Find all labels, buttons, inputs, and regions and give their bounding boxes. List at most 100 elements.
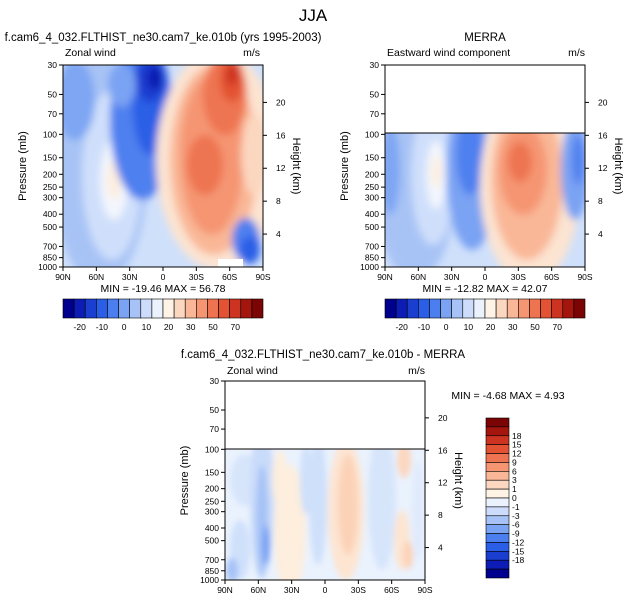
colorbar-difference-swatch: [485, 524, 510, 534]
panel-difference-ptick-label: 200: [205, 484, 219, 494]
panel-merra-y2label: Height (km): [612, 138, 624, 195]
panel-merra-title: MERRA: [464, 32, 506, 44]
panel-model-field: [63, 65, 263, 267]
colorbar-model-swatch: [73, 298, 86, 319]
panel-difference-left-label: Zonal wind: [227, 365, 278, 377]
colorbar-merra-swatch: [484, 298, 497, 319]
panel-model-lat-tick-label: 90S: [255, 272, 270, 282]
axes-layer: 3050701001502002503004005007008501000201…: [17, 60, 624, 595]
colorbar-merra-swatch: [429, 298, 441, 319]
panel-merra-ptick-label: 850: [365, 253, 379, 263]
panel-model-ptick-label: 100: [43, 129, 57, 139]
colorbar-difference-swatch: [485, 471, 510, 481]
panel-model-htick-label: 8: [276, 196, 281, 206]
colorbar-model-swatch: [118, 298, 130, 319]
panel-merra-htick-label: 4: [598, 229, 603, 239]
colorbar-merra-swatch: [418, 298, 430, 319]
panel-model-ptick-label: 500: [43, 222, 57, 232]
panel-difference-htick-label: 4: [438, 543, 443, 553]
panel-model-ylabel: Pressure (mb): [17, 131, 29, 201]
panel-model-right-label: m/s: [243, 47, 260, 59]
colorbar-merra-label: -10: [418, 322, 431, 332]
panel-model-htick-label: 4: [276, 229, 281, 239]
colorbar-model-swatch: [207, 298, 219, 319]
panel-difference-ptick-label: 300: [205, 507, 219, 517]
colorbar-model-label: -10: [96, 322, 109, 332]
colorbar-merra-swatch: [506, 298, 519, 319]
panel-difference-ptick-label: 30: [210, 376, 220, 386]
colorbar-difference-swatch: [485, 515, 510, 525]
panel-merra-ptick-label: 50: [370, 89, 380, 99]
panel-merra-right-label: m/s: [568, 47, 585, 59]
panel-merra-ptick-label: 500: [365, 222, 379, 232]
panel-model-ptick-label: 850: [43, 253, 57, 263]
colorbar-difference-label: 1: [512, 484, 517, 494]
panel-model-lat-tick-label: 0: [161, 272, 166, 282]
panel-model: f.cam6_4_032.FLTHIST_ne30.cam7_ke.010b (…: [5, 32, 322, 268]
panel-model-ptick-label: 250: [43, 182, 57, 192]
panel-difference-right-label: m/s: [408, 365, 425, 377]
panel-difference-ptick-label: 500: [205, 536, 219, 546]
colorbar-model-label: 10: [142, 322, 152, 332]
panel-merra-lat-tick-label: 0: [483, 272, 488, 282]
panel-model-ptick-label: 400: [43, 209, 57, 219]
panel-model-title: f.cam6_4_032.FLTHIST_ne30.cam7_ke.010b (…: [5, 32, 322, 44]
panel-merra: MERRA Eastward wind component m/s: [384, 32, 586, 268]
panel-merra-lat-tick-label: 30S: [511, 272, 526, 282]
panel-merra-htick-label: 16: [598, 130, 608, 140]
panel-merra-ptick-label: 100: [365, 129, 379, 139]
panel-merra-ptick-label: 700: [365, 241, 379, 251]
panel-merra-ptick-label: 1000: [360, 262, 379, 272]
panel-difference-lat-tick-label: 30N: [284, 585, 300, 595]
colorbar-merra-swatch: [562, 298, 575, 319]
colorbar-merra-label: 30: [508, 322, 518, 332]
colorbar-difference-label: -6: [512, 520, 520, 530]
panel-merra-stats: MIN = -12.82 MAX = 42.07: [423, 283, 548, 295]
panel-model-ptick-label: 70: [48, 109, 58, 119]
colorbar-merra-swatch: [518, 298, 530, 319]
colorbar-merra-label: 10: [464, 322, 474, 332]
colorbar-merra-swatch: [529, 298, 541, 319]
colorbar-merra-swatch: [395, 298, 408, 319]
colorbar-difference-swatch: [485, 551, 510, 561]
panel-merra-lat-tick-label: 90S: [577, 272, 592, 282]
panel-merra-left-label: Eastward wind component: [387, 47, 510, 59]
colorbar-difference-label: 6: [512, 466, 517, 476]
colorbar-difference-label: -1: [512, 502, 520, 512]
colorbar-model-label: 70: [230, 322, 240, 332]
colorbar-merra-swatch: [551, 298, 564, 319]
panel-difference-lat-tick-label: 90S: [417, 585, 432, 595]
panel-difference-stats: MIN = -4.68 MAX = 4.93: [451, 390, 564, 402]
panel-model-lat-tick-label: 90N: [55, 272, 71, 282]
colorbar-model-label: 30: [186, 322, 196, 332]
colorbar-model-swatch: [84, 298, 97, 319]
panel-model-ptick-label: 50: [48, 89, 58, 99]
colorbar-difference-label: -12: [512, 537, 525, 547]
colorbar-model-swatch: [173, 298, 186, 319]
colorbar-model-swatch: [96, 298, 108, 319]
panel-merra-htick-label: 8: [598, 196, 603, 206]
colorbar-model-swatch: [162, 298, 175, 319]
colorbar-model-swatch: [251, 298, 264, 319]
colorbar-merra-label: 20: [486, 322, 496, 332]
colorbar-model-swatch: [129, 298, 142, 319]
colorbar-merra-swatch: [451, 298, 464, 319]
panel-model-ptick-label: 30: [48, 60, 58, 70]
panel-model-lat-tick-label: 60N: [89, 272, 105, 282]
panel-difference-ptick-label: 250: [205, 496, 219, 506]
colorbar-merra-swatch: [473, 298, 486, 319]
page-title: JJA: [299, 6, 328, 25]
colorbar-model-label: 0: [122, 322, 127, 332]
panel-merra-ptick-label: 300: [365, 193, 379, 203]
panel-model-lat-tick-label: 30S: [189, 272, 204, 282]
colorbar-model-swatch: [184, 298, 197, 319]
colorbar-difference-swatch: [485, 479, 510, 490]
panel-model-ptick-label: 200: [43, 169, 57, 179]
panel-model-htick-label: 12: [276, 163, 286, 173]
colorbar-difference-label: 0: [512, 493, 517, 503]
colorbar-model-label: -20: [74, 322, 87, 332]
panel-difference-title: f.cam6_4_032.FLTHIST_ne30.cam7_ke.010b -…: [181, 349, 466, 361]
colorbar-model-swatch: [62, 298, 75, 319]
panel-merra-lat-tick-label: 60N: [411, 272, 427, 282]
panel-merra-htick-label: 12: [598, 163, 608, 173]
